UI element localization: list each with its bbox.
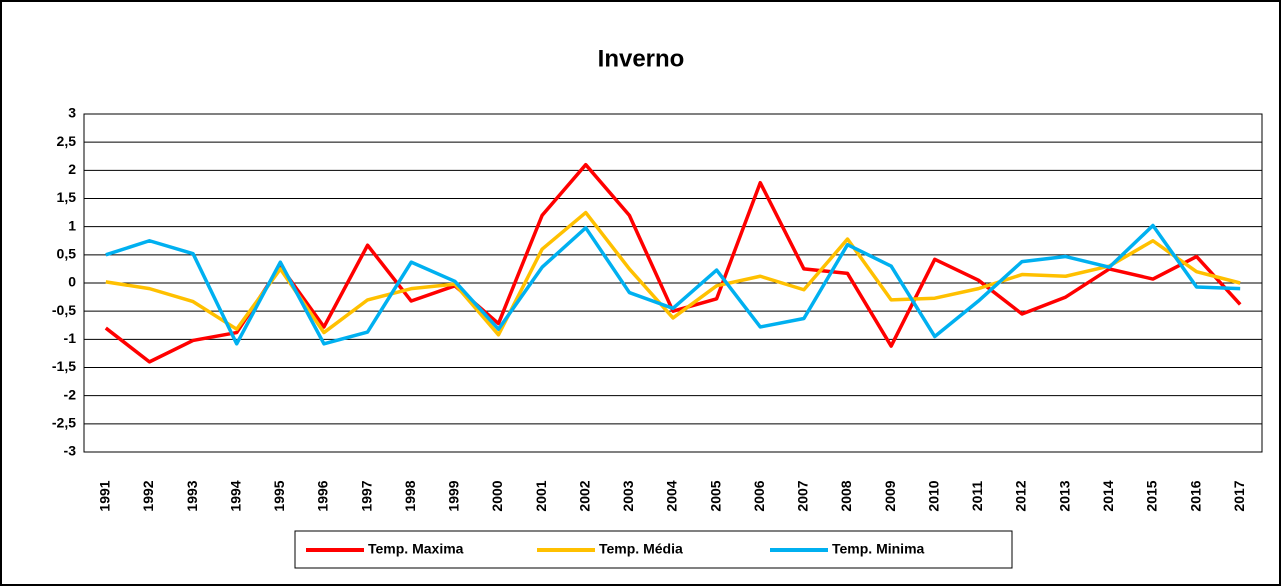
x-tick-label: 2000	[489, 480, 505, 511]
x-tick-label: 1998	[402, 480, 418, 511]
y-tick-label: -1	[64, 330, 77, 346]
x-tick-label: 1993	[184, 480, 200, 511]
plot-border	[83, 113, 1263, 453]
x-tick-label: 1994	[227, 480, 243, 511]
x-tick-label: 1995	[271, 480, 287, 511]
y-tick-label: -2,5	[52, 415, 76, 431]
series-line	[105, 223, 1241, 346]
x-tick-label: 2008	[838, 480, 854, 511]
x-tick-label: 2013	[1056, 480, 1072, 511]
x-tick-label: 2014	[1100, 480, 1116, 511]
x-tick-label: 2009	[882, 480, 898, 511]
x-tick-label: 2015	[1144, 480, 1160, 511]
x-tick-label: 2017	[1231, 480, 1247, 511]
y-tick-label: -3	[64, 443, 77, 459]
x-tick-label: 1991	[97, 480, 113, 511]
x-tick-label: 1992	[140, 480, 156, 511]
y-tick-label: -1,5	[52, 358, 76, 374]
y-tick-label: -2	[64, 386, 77, 402]
legend-box	[294, 530, 1013, 569]
y-tick-label: 0,5	[57, 246, 77, 262]
x-tick-label: 1997	[358, 480, 374, 511]
y-tick-label: 0	[68, 274, 76, 290]
x-tick-label: 1996	[315, 480, 331, 511]
x-tick-label: 2011	[969, 481, 985, 512]
legend-label: Temp. Média	[599, 541, 683, 557]
x-tick-label: 2012	[1013, 480, 1029, 511]
y-tick-label: 1,5	[57, 189, 77, 205]
x-tick-label: 2001	[533, 480, 549, 511]
chart-title: Inverno	[598, 45, 685, 72]
y-tick-label: 2	[68, 161, 76, 177]
x-tick-label: 1999	[446, 480, 462, 511]
y-tick-label: -0,5	[52, 302, 76, 318]
x-tick-label: 2006	[751, 480, 767, 511]
x-tick-label: 2007	[795, 480, 811, 511]
y-tick-label: 1	[68, 217, 76, 233]
legend-label: Temp. Maxima	[368, 541, 464, 557]
x-tick-label: 2016	[1187, 480, 1203, 511]
x-tick-label: 2003	[620, 480, 636, 511]
x-tick-label: 2005	[707, 480, 723, 511]
y-tick-label: 2,5	[57, 133, 77, 149]
y-tick-label: 3	[68, 105, 76, 121]
x-tick-label: 2004	[664, 480, 680, 511]
x-tick-label: 2010	[925, 480, 941, 511]
x-tick-label: 2002	[576, 480, 592, 511]
legend-label: Temp. Minima	[832, 541, 925, 557]
